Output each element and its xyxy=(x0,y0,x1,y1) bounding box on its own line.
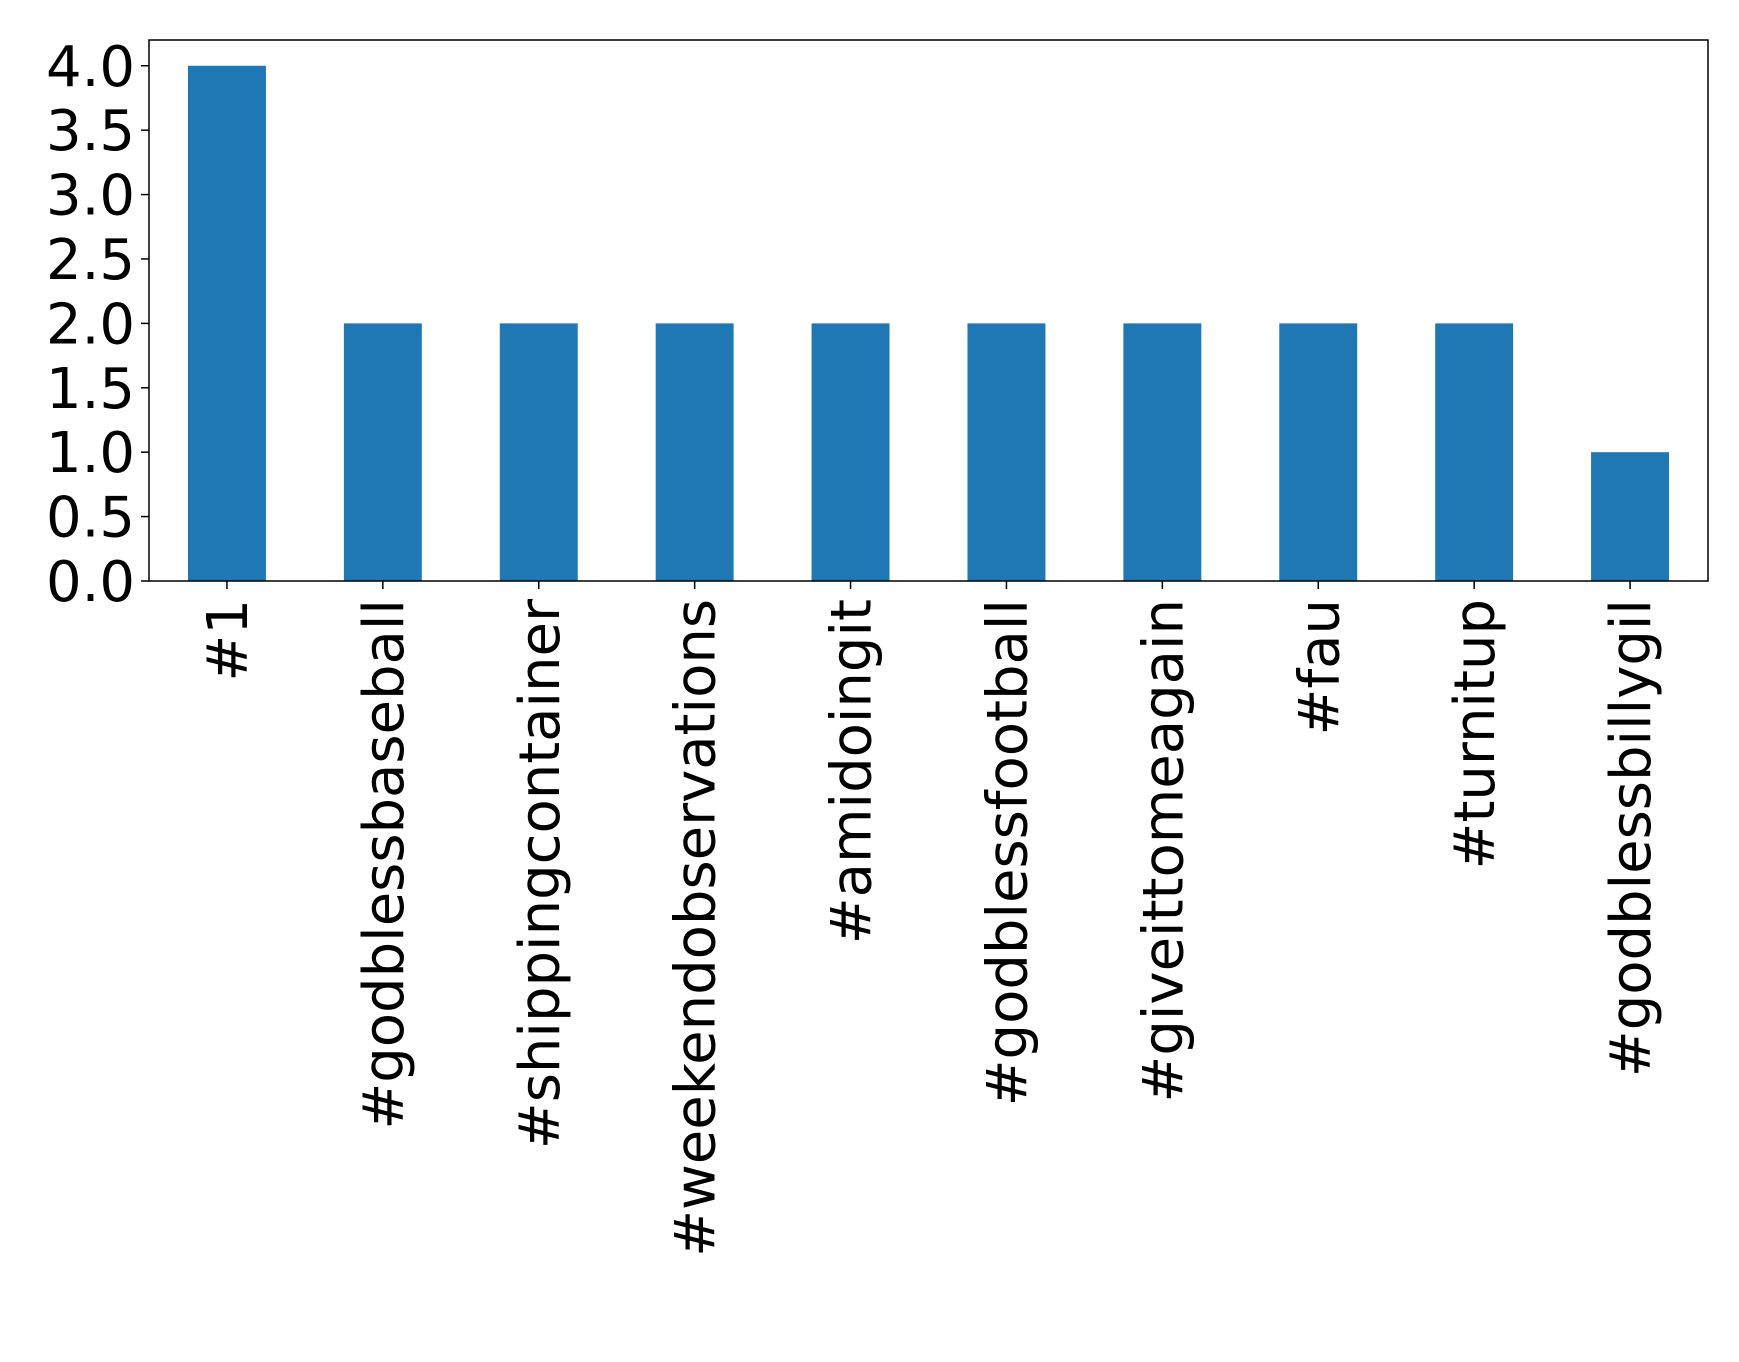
bar xyxy=(1591,452,1670,581)
x-tick-label: #shippingcontainer xyxy=(508,598,573,1149)
x-tick-label: #fau xyxy=(1287,599,1352,735)
y-tick-label: 0.5 xyxy=(46,486,135,551)
x-tick-label: #godblessbaseball xyxy=(352,599,417,1130)
bar xyxy=(343,323,422,581)
bar xyxy=(499,323,578,581)
x-tick-label: #1 xyxy=(196,599,261,682)
x-tick-label: #amidoingit xyxy=(820,599,885,944)
bar xyxy=(967,323,1046,581)
x-tick-label: #giveittomeagain xyxy=(1131,599,1196,1103)
bar xyxy=(655,323,734,581)
x-tick-label: #godblessbillygil xyxy=(1599,599,1664,1077)
bar xyxy=(1279,323,1358,581)
y-tick-label: 3.5 xyxy=(46,99,135,164)
y-tick-label: 2.0 xyxy=(46,292,135,357)
bar xyxy=(1435,323,1514,581)
y-tick-label: 1.5 xyxy=(46,357,135,422)
x-tick-label: #godblessfootball xyxy=(975,599,1040,1106)
y-tick-label: 3.0 xyxy=(46,164,135,229)
y-tick-label: 1.0 xyxy=(46,421,135,486)
y-tick-label: 4.0 xyxy=(46,35,135,100)
y-tick-label: 0.0 xyxy=(46,550,135,615)
x-tick-label: #turnitup xyxy=(1443,599,1508,869)
y-tick-label: 2.5 xyxy=(46,228,135,293)
bar xyxy=(811,323,890,581)
x-tick-label: #weekendobservations xyxy=(664,599,729,1257)
plot-frame xyxy=(148,39,1709,582)
bar xyxy=(1123,323,1202,581)
bar xyxy=(187,65,266,581)
